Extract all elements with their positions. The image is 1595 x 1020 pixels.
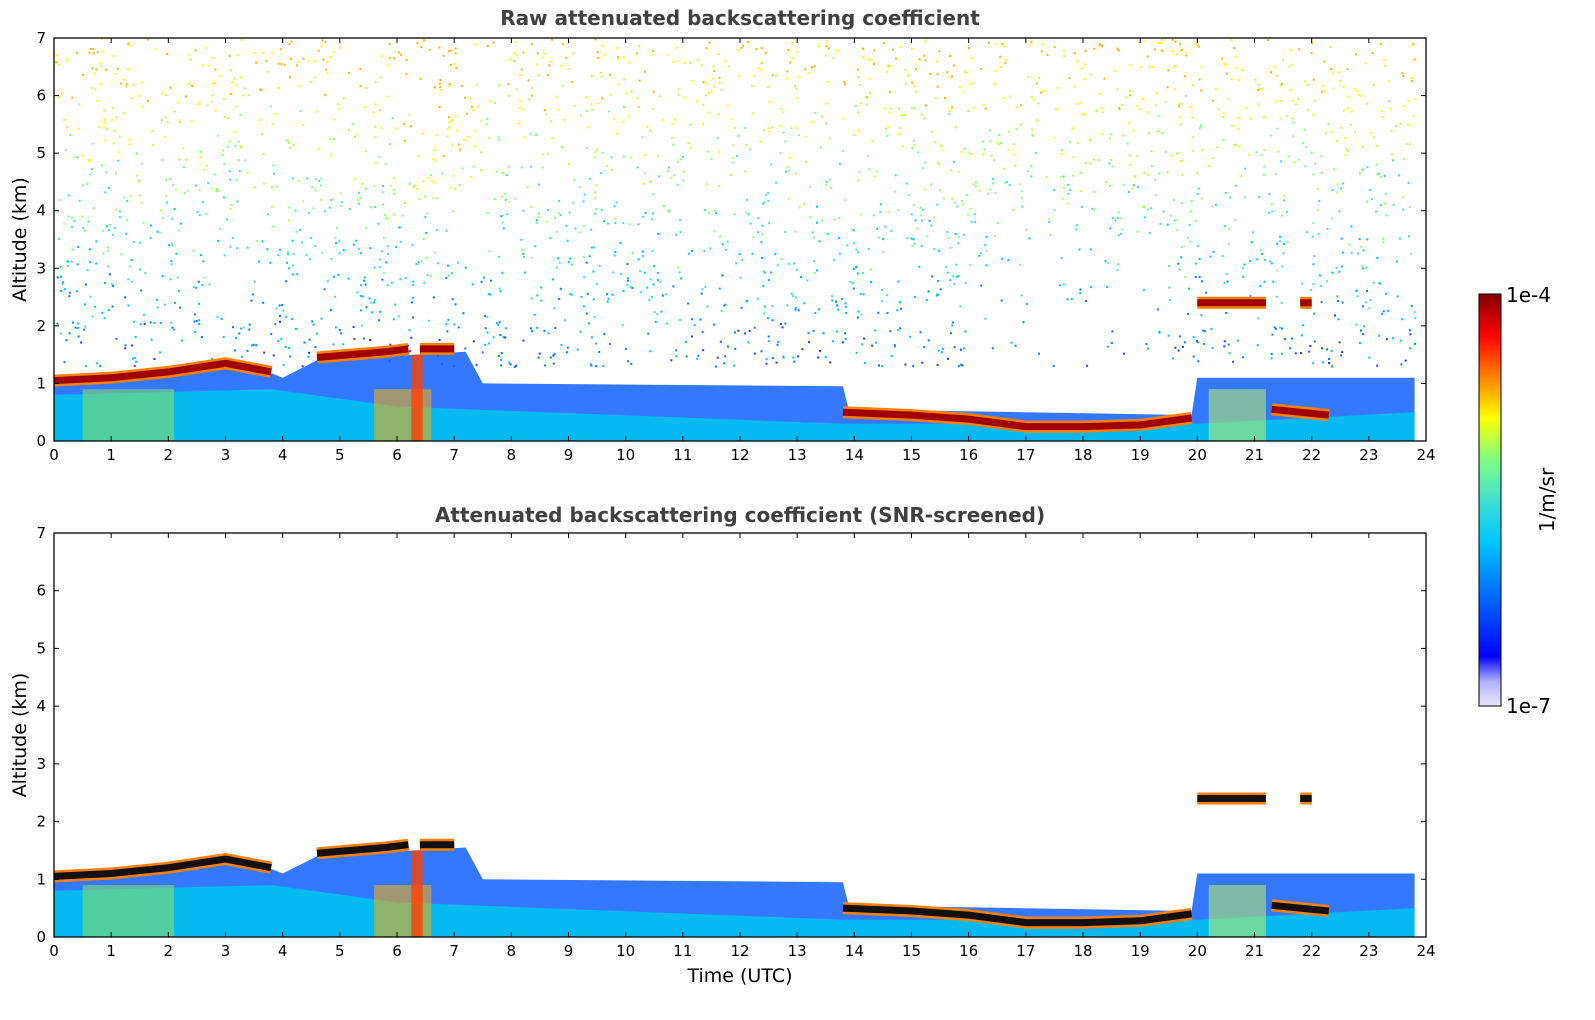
x-tick-label: 8 bbox=[507, 446, 517, 464]
top-y-axis-label: Altitude (km) bbox=[9, 177, 31, 302]
y-tick-label: 6 bbox=[36, 87, 46, 105]
x-tick-label: 17 bbox=[1016, 942, 1035, 960]
bottom-panel: 0 1 2 3 4 5 6 7 8 9 10 11 12 13 14 15 16 17 18 19 20 21 22 23 24… bbox=[9, 524, 1436, 987]
colorbar-max-label: 1e-4 bbox=[1506, 283, 1551, 307]
y-tick-label: 3 bbox=[36, 259, 46, 277]
noise-field bbox=[55, 38, 1417, 368]
x-tick-label: 4 bbox=[278, 942, 288, 960]
x-tick-label: 13 bbox=[788, 446, 807, 464]
bottom-y-axis-label: Altitude (km) bbox=[9, 673, 31, 798]
cloud-layer bbox=[54, 359, 272, 385]
x-tick-label: 11 bbox=[673, 446, 692, 464]
x-tick-label: 5 bbox=[335, 446, 345, 464]
x-tick-label: 10 bbox=[616, 446, 635, 464]
cloud-layer bbox=[1271, 901, 1330, 915]
x-tick-label: 9 bbox=[564, 942, 574, 960]
x-tick-label: 15 bbox=[902, 446, 921, 464]
x-tick-label: 19 bbox=[1131, 942, 1150, 960]
colorbar-min-label: 1e-7 bbox=[1506, 694, 1551, 718]
cloud-layer bbox=[54, 855, 272, 880]
x-tick-label: 7 bbox=[449, 446, 459, 464]
y-tick-label: 3 bbox=[36, 755, 46, 773]
x-tick-label: 24 bbox=[1416, 942, 1435, 960]
x-tick-label: 2 bbox=[164, 942, 174, 960]
x-tick-label: 23 bbox=[1359, 942, 1378, 960]
cloud-layer bbox=[1271, 405, 1330, 419]
x-tick-label: 6 bbox=[392, 446, 402, 464]
cloud-layer bbox=[316, 841, 409, 857]
x-tick-label: 10 bbox=[616, 942, 635, 960]
colorbar: 1e-4 1e-7 1/m/sr bbox=[1478, 283, 1559, 718]
x-tick-label: 19 bbox=[1131, 446, 1150, 464]
x-tick-label: 8 bbox=[507, 942, 517, 960]
y-tick-label: 6 bbox=[36, 582, 46, 600]
bottom-x-axis-label: Time (UTC) bbox=[686, 965, 792, 987]
y-tick-label: 2 bbox=[36, 813, 46, 831]
bottom-plot-area bbox=[54, 792, 1415, 937]
x-tick-label: 18 bbox=[1073, 942, 1092, 960]
x-tick-label: 24 bbox=[1416, 446, 1435, 464]
x-tick-label: 20 bbox=[1188, 446, 1207, 464]
y-tick-label: 5 bbox=[36, 639, 46, 657]
x-tick-label: 13 bbox=[788, 942, 807, 960]
y-tick-label: 5 bbox=[36, 144, 46, 162]
x-tick-label: 22 bbox=[1302, 942, 1321, 960]
top-plot-area bbox=[54, 38, 1417, 441]
cloud-layer bbox=[842, 904, 1193, 927]
bottom-panel-title: Attenuated backscattering coefficient (S… bbox=[434, 503, 1046, 527]
x-tick-label: 1 bbox=[106, 446, 116, 464]
cloud-layers bbox=[54, 296, 1330, 433]
cloud-layer bbox=[842, 408, 1193, 431]
y-tick-label: 4 bbox=[36, 697, 46, 715]
x-tick-label: 2 bbox=[164, 446, 174, 464]
x-tick-label: 4 bbox=[278, 446, 288, 464]
x-tick-label: 0 bbox=[49, 942, 59, 960]
cloud-layers bbox=[54, 792, 1330, 929]
x-tick-label: 22 bbox=[1302, 446, 1321, 464]
x-tick-label: 21 bbox=[1245, 446, 1264, 464]
x-tick-label: 7 bbox=[449, 942, 459, 960]
x-tick-label: 3 bbox=[221, 942, 231, 960]
colorbar-unit-label: 1/m/sr bbox=[1535, 467, 1559, 532]
x-tick-label: 14 bbox=[845, 446, 864, 464]
x-tick-label: 21 bbox=[1245, 942, 1264, 960]
x-tick-label: 18 bbox=[1073, 446, 1092, 464]
top-panel-title: Raw attenuated backscattering coefficien… bbox=[500, 6, 980, 30]
cloud-layer bbox=[316, 345, 409, 361]
x-tick-label: 12 bbox=[730, 942, 749, 960]
x-tick-label: 16 bbox=[959, 446, 978, 464]
x-tick-label: 5 bbox=[335, 942, 345, 960]
x-tick-label: 9 bbox=[564, 446, 574, 464]
y-tick-label: 2 bbox=[36, 317, 46, 335]
top-panel: 0 1 2 3 4 5 6 7 8 9 10 11 12 13 14 15 16 17 18 19 20 21 22 23 24… bbox=[9, 29, 1436, 464]
x-tick-label: 3 bbox=[221, 446, 231, 464]
x-tick-label: 11 bbox=[673, 942, 692, 960]
colorbar-gradient bbox=[1478, 293, 1502, 707]
y-tick-label: 1 bbox=[36, 870, 46, 888]
x-tick-label: 15 bbox=[902, 942, 921, 960]
y-tick-label: 7 bbox=[36, 524, 46, 542]
x-tick-label: 12 bbox=[730, 446, 749, 464]
y-tick-label: 4 bbox=[36, 202, 46, 220]
x-tick-label: 14 bbox=[845, 942, 864, 960]
x-tick-label: 16 bbox=[959, 942, 978, 960]
x-tick-label: 0 bbox=[49, 446, 59, 464]
x-tick-label: 6 bbox=[392, 942, 402, 960]
y-tick-label: 0 bbox=[36, 432, 46, 450]
x-tick-label: 1 bbox=[106, 942, 116, 960]
y-tick-label: 0 bbox=[36, 928, 46, 946]
x-tick-label: 17 bbox=[1016, 446, 1035, 464]
x-tick-label: 23 bbox=[1359, 446, 1378, 464]
y-tick-label: 1 bbox=[36, 374, 46, 392]
x-tick-label: 20 bbox=[1188, 942, 1207, 960]
y-tick-label: 7 bbox=[36, 29, 46, 47]
